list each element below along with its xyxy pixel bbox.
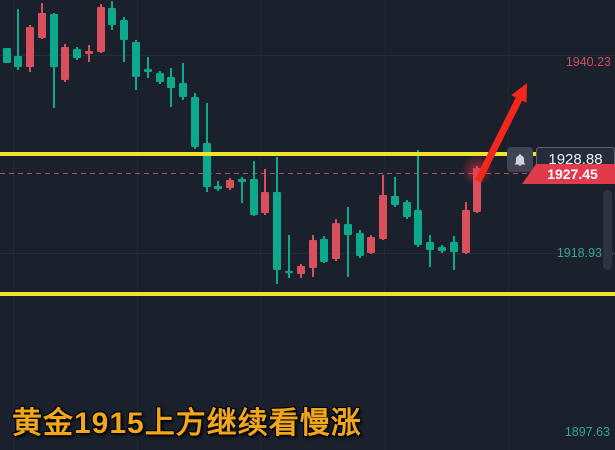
candle-body [261, 191, 270, 213]
candle-wick [182, 63, 185, 100]
candle-body [143, 68, 152, 72]
candle-body [355, 232, 364, 256]
drawn-horizontal-line[interactable] [0, 152, 615, 157]
candle-body [214, 186, 223, 189]
alert-bell-button[interactable] [507, 147, 533, 172]
candle-body [437, 246, 446, 251]
candle-body [379, 194, 388, 239]
candle-body [473, 167, 482, 212]
candle-body [273, 191, 282, 270]
candle-body [14, 55, 23, 67]
candle-body [343, 223, 352, 235]
candle-body [167, 76, 176, 89]
v-gridline [260, 0, 261, 450]
candle-body [61, 47, 70, 81]
candle-body [284, 270, 293, 273]
candle-body [96, 6, 105, 52]
candle-body [308, 240, 317, 268]
candle-body [249, 178, 258, 215]
bell-icon [514, 153, 526, 166]
candle-body [226, 179, 235, 188]
candle-body [426, 241, 435, 250]
drawn-horizontal-line[interactable] [0, 292, 615, 297]
v-gridline [508, 0, 509, 450]
candle-wick [417, 149, 420, 247]
candle-body [390, 195, 399, 205]
candle-body [449, 241, 458, 252]
candle-wick [17, 9, 20, 70]
candle-body [131, 42, 140, 77]
h-gridline [0, 55, 615, 56]
candle-wick [217, 180, 220, 191]
v-gridline [13, 0, 14, 450]
candle-body [237, 178, 246, 182]
axis-label-high: 1940.23 [565, 55, 611, 69]
candle-body [202, 142, 211, 187]
candle-body [155, 72, 164, 82]
candle-body [296, 265, 305, 274]
candle-body [332, 222, 341, 259]
candle-wick [287, 234, 290, 278]
axis-label-mid: 1918.93 [556, 246, 602, 260]
breakout-glow [460, 152, 495, 187]
candle-body [49, 14, 58, 68]
candle-body [37, 13, 46, 38]
candle-wick [264, 168, 267, 215]
candle-body [461, 209, 470, 254]
axis-label-low: 1897.63 [564, 425, 610, 439]
candle-body [73, 48, 82, 58]
candle-wick [346, 206, 349, 277]
candle-body [108, 7, 117, 25]
candle-body [320, 238, 329, 262]
current-price-dashed-line [0, 173, 615, 175]
candle-wick [240, 176, 243, 203]
candle-wick [452, 235, 455, 270]
candle-body [402, 201, 411, 217]
price-scale-scrollbar-thumb[interactable] [603, 190, 612, 270]
candle-body [26, 26, 35, 68]
candle-body [2, 47, 11, 63]
candle-wick [146, 56, 149, 78]
candle-body [179, 83, 188, 97]
v-gridline [137, 0, 138, 450]
candle-wick [429, 234, 432, 267]
h-gridline [0, 253, 615, 254]
headline-annotation: 黄金1915上方继续看慢涨 [12, 407, 362, 440]
candle-body [84, 51, 93, 54]
candle-body [367, 236, 376, 254]
current-price-tag: 1927.45 [522, 164, 615, 184]
candle-body [190, 96, 199, 147]
candle-wick [393, 176, 396, 207]
candle-body [120, 19, 129, 40]
candle-body [414, 209, 423, 245]
